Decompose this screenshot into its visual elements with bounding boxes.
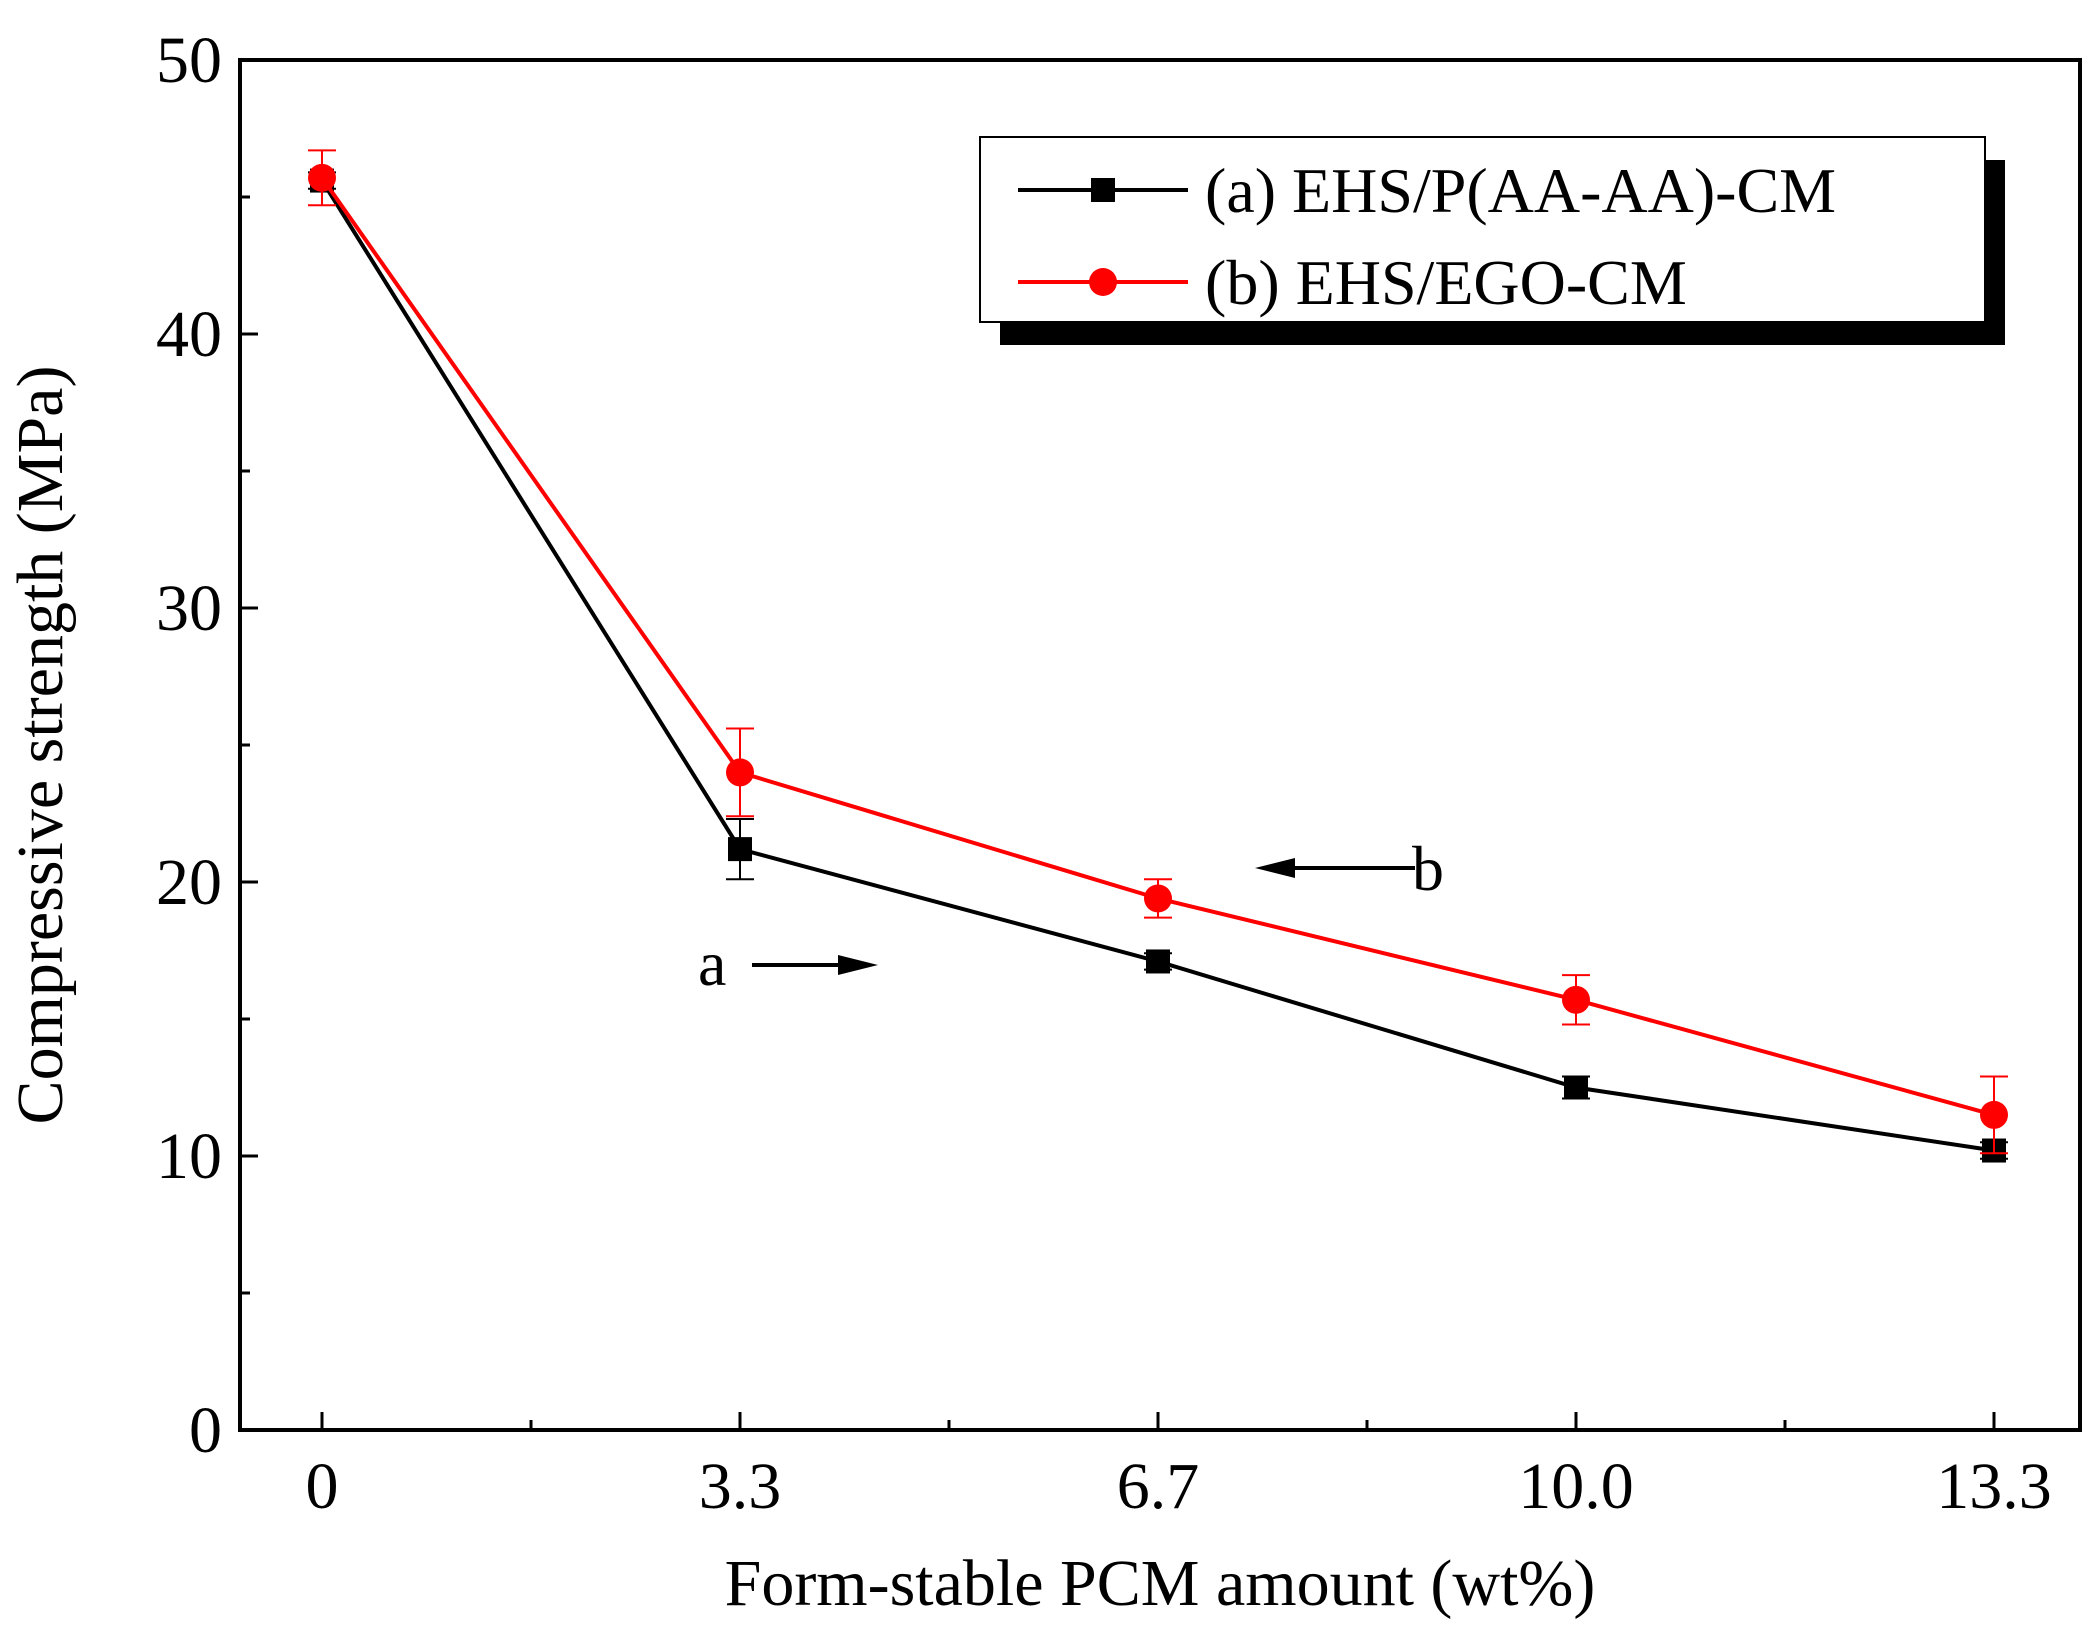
y-tick-label: 50	[156, 24, 222, 97]
data-point-square	[1146, 949, 1170, 974]
axis-ticks	[240, 58, 1996, 1432]
legend-box	[979, 136, 1986, 323]
legend-marker-b	[1089, 268, 1117, 296]
data-point-square	[1564, 1075, 1588, 1100]
x-tick-label: 3.3	[699, 1450, 782, 1523]
annotation-a-arrowhead	[838, 955, 878, 975]
y-axis-title: Compressive strength (MPa)	[4, 366, 77, 1125]
y-tick-label: 20	[156, 846, 222, 919]
y-tick-label: 40	[156, 298, 222, 371]
annotation-a: a	[698, 928, 878, 999]
series-b	[308, 149, 2008, 1155]
x-axis-title: Form-stable PCM amount (wt%)	[725, 1547, 1596, 1620]
x-tick-label: 10.0	[1518, 1450, 1634, 1523]
data-point-circle	[308, 163, 336, 192]
y-tick-label: 0	[189, 1394, 222, 1467]
legend-marker-a	[1091, 178, 1115, 202]
legend-label-b: (b) EHS/EGO-CM	[1205, 247, 1687, 318]
annotation-a-label: a	[698, 928, 726, 999]
x-tick-label: 0	[306, 1450, 339, 1523]
data-point-circle	[1144, 884, 1172, 913]
legend-label-a: (a) EHS/P(AA-AA)-CM	[1205, 155, 1836, 226]
y-tick-label: 10	[156, 1120, 222, 1193]
x-tick-label: 13.3	[1936, 1450, 2052, 1523]
annotation-b-label: b	[1412, 833, 1444, 904]
data-point-circle	[1980, 1100, 2008, 1129]
y-tick-labels: 0 10 20 30 40 50	[156, 24, 222, 1467]
x-tick-labels: 0 3.3 6.7 10.0 13.3	[306, 1450, 2052, 1523]
annotation-b: b	[1255, 833, 1444, 904]
data-series	[308, 149, 2008, 1163]
x-tick-label: 6.7	[1117, 1450, 1200, 1523]
annotation-b-arrowhead	[1255, 858, 1295, 878]
legend: (a) EHS/P(AA-AA)-CM (b) EHS/EGO-CM	[979, 136, 2005, 345]
data-point-square	[728, 837, 752, 862]
y-tick-label: 30	[156, 572, 222, 645]
data-point-circle	[1562, 985, 1590, 1014]
data-point-circle	[726, 758, 754, 787]
